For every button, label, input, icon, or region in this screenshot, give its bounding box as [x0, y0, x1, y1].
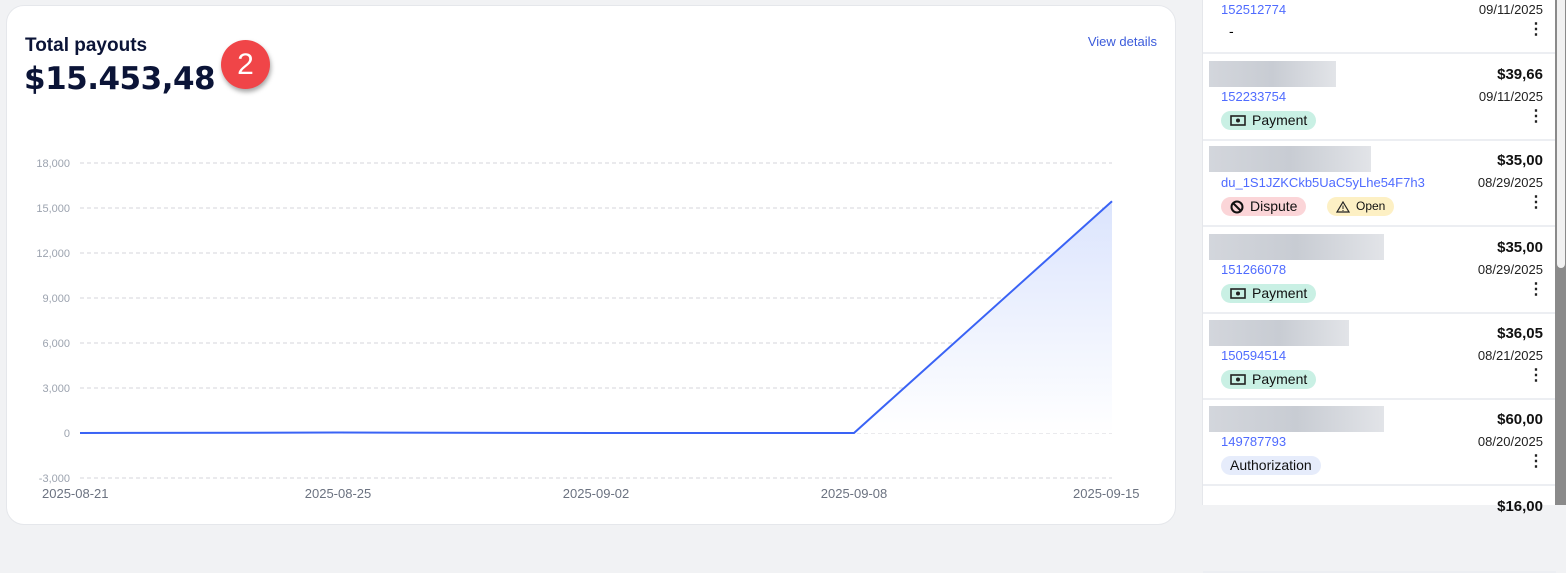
more-options-icon[interactable]: ⋮ — [1528, 21, 1544, 38]
y-tick-label: 3,000 — [42, 383, 70, 395]
card-title: Total payouts — [25, 35, 148, 56]
view-details-link[interactable]: View details — [1087, 34, 1157, 49]
tag-payment: Payment — [1221, 370, 1317, 389]
cash-icon — [1230, 288, 1246, 299]
scrollbar-thumb[interactable] — [1557, 0, 1565, 268]
transaction-amount: $39,66 — [1497, 66, 1543, 83]
transaction-id-link[interactable]: 152512774 — [1221, 2, 1287, 17]
transaction-date: 08/21/2025 — [1477, 348, 1543, 363]
payouts-chart: 18,000 15,000 12,000 9,000 6,000 3,000 0 -3,000… — [36, 158, 1140, 501]
transaction-id-link[interactable]: 152233754 — [1221, 89, 1287, 104]
redacted-customer-name — [1209, 320, 1349, 346]
tag-authorization: Authorization — [1221, 456, 1321, 475]
x-tick-label: 2025-09-08 — [821, 486, 888, 501]
x-tick-label: 2025-08-25 — [305, 486, 372, 501]
series-line — [79, 200, 1113, 434]
tag-label: Payment — [1252, 112, 1308, 128]
x-tick-label: 2025-09-02 — [563, 486, 630, 501]
total-payouts-card: Total payouts $15.453,48 View details — [6, 5, 1176, 525]
transaction-date: 08/29/2025 — [1477, 175, 1543, 190]
y-tick-label: 0 — [64, 428, 70, 440]
transaction-date: 09/11/2025 — [1478, 2, 1543, 17]
tag-dispute: Dispute — [1221, 197, 1307, 216]
transaction-amount: $35,00 — [1497, 152, 1543, 169]
transaction-amount: $16,00 — [1497, 498, 1543, 515]
x-tick-label: 2025-08-21 — [42, 486, 109, 501]
total-amount: $15.453,48 — [24, 61, 216, 97]
more-options-icon[interactable]: ⋮ — [1528, 453, 1544, 470]
redacted-customer-name — [1209, 234, 1384, 260]
transaction-item[interactable]: 152512774 09/11/2025 ⋮ - — [1203, 0, 1556, 54]
transaction-id-link[interactable]: 150594514 — [1221, 348, 1287, 363]
transaction-item[interactable]: $36,05 150594514 08/21/2025 ⋮ Payment — [1203, 313, 1556, 400]
ban-icon — [1230, 200, 1244, 214]
cash-icon — [1230, 374, 1246, 385]
transaction-item[interactable]: $35,00 151266078 08/29/2025 ⋮ Payment — [1203, 227, 1556, 314]
more-options-icon[interactable]: ⋮ — [1528, 194, 1544, 211]
tag-payment: Payment — [1221, 284, 1317, 303]
transaction-id-link[interactable]: 149787793 — [1221, 434, 1287, 449]
y-tick-label: 9,000 — [42, 293, 70, 305]
transaction-item[interactable]: $16,00 — [1203, 486, 1556, 573]
redacted-customer-name — [1209, 146, 1371, 172]
series-area — [80, 201, 1112, 433]
x-tick-label: 2025-09-15 — [1073, 486, 1140, 501]
y-tick-label: -3,000 — [39, 473, 70, 485]
transaction-item[interactable]: $39,66 152233754 09/11/2025 ⋮ Payment — [1203, 54, 1556, 141]
y-tick-label: 18,000 — [36, 158, 70, 170]
transaction-date: 08/20/2025 — [1477, 434, 1543, 449]
tag-open: Open — [1327, 197, 1395, 216]
transaction-id-link[interactable]: du_1S1JZKCkb5UaC5yLhe54F7h3 — [1221, 175, 1425, 190]
transaction-id-link[interactable]: 151266078 — [1221, 262, 1287, 277]
transaction-amount: $36,05 — [1497, 325, 1543, 342]
tag-payment: Payment — [1221, 111, 1317, 130]
tag-empty: - — [1229, 23, 1234, 39]
transaction-amount: $60,00 — [1497, 411, 1543, 428]
transaction-item[interactable]: $60,00 149787793 08/20/2025 ⋮ Authorization — [1203, 399, 1556, 486]
transactions-list: 152512774 09/11/2025 ⋮ - $39,66 152233754 09/1… — [1202, 0, 1556, 573]
transaction-date: 08/29/2025 — [1477, 262, 1543, 277]
more-options-icon[interactable]: ⋮ — [1528, 281, 1544, 298]
y-tick-label: 15,000 — [36, 203, 70, 215]
tag-label: Payment — [1252, 285, 1308, 301]
transaction-item[interactable]: $35,00 du_1S1JZKCkb5UaC5yLhe54F7h3 08/29/2… — [1203, 140, 1556, 227]
tag-label: Payment — [1252, 371, 1308, 387]
y-tick-label: 12,000 — [36, 248, 70, 260]
more-options-icon[interactable]: ⋮ — [1528, 367, 1544, 384]
tag-label: Authorization — [1230, 457, 1312, 473]
warning-icon — [1336, 200, 1350, 213]
step-badge: 2 — [221, 40, 270, 89]
tag-label: Dispute — [1250, 198, 1298, 214]
redacted-customer-name — [1209, 406, 1384, 432]
transaction-date: 09/11/2025 — [1478, 89, 1543, 104]
transaction-amount: $35,00 — [1497, 239, 1543, 256]
more-options-icon[interactable]: ⋮ — [1528, 108, 1544, 125]
cash-icon — [1230, 115, 1246, 126]
tag-label: Open — [1356, 199, 1386, 213]
redacted-customer-name — [1209, 61, 1336, 87]
y-tick-label: 6,000 — [42, 338, 70, 350]
